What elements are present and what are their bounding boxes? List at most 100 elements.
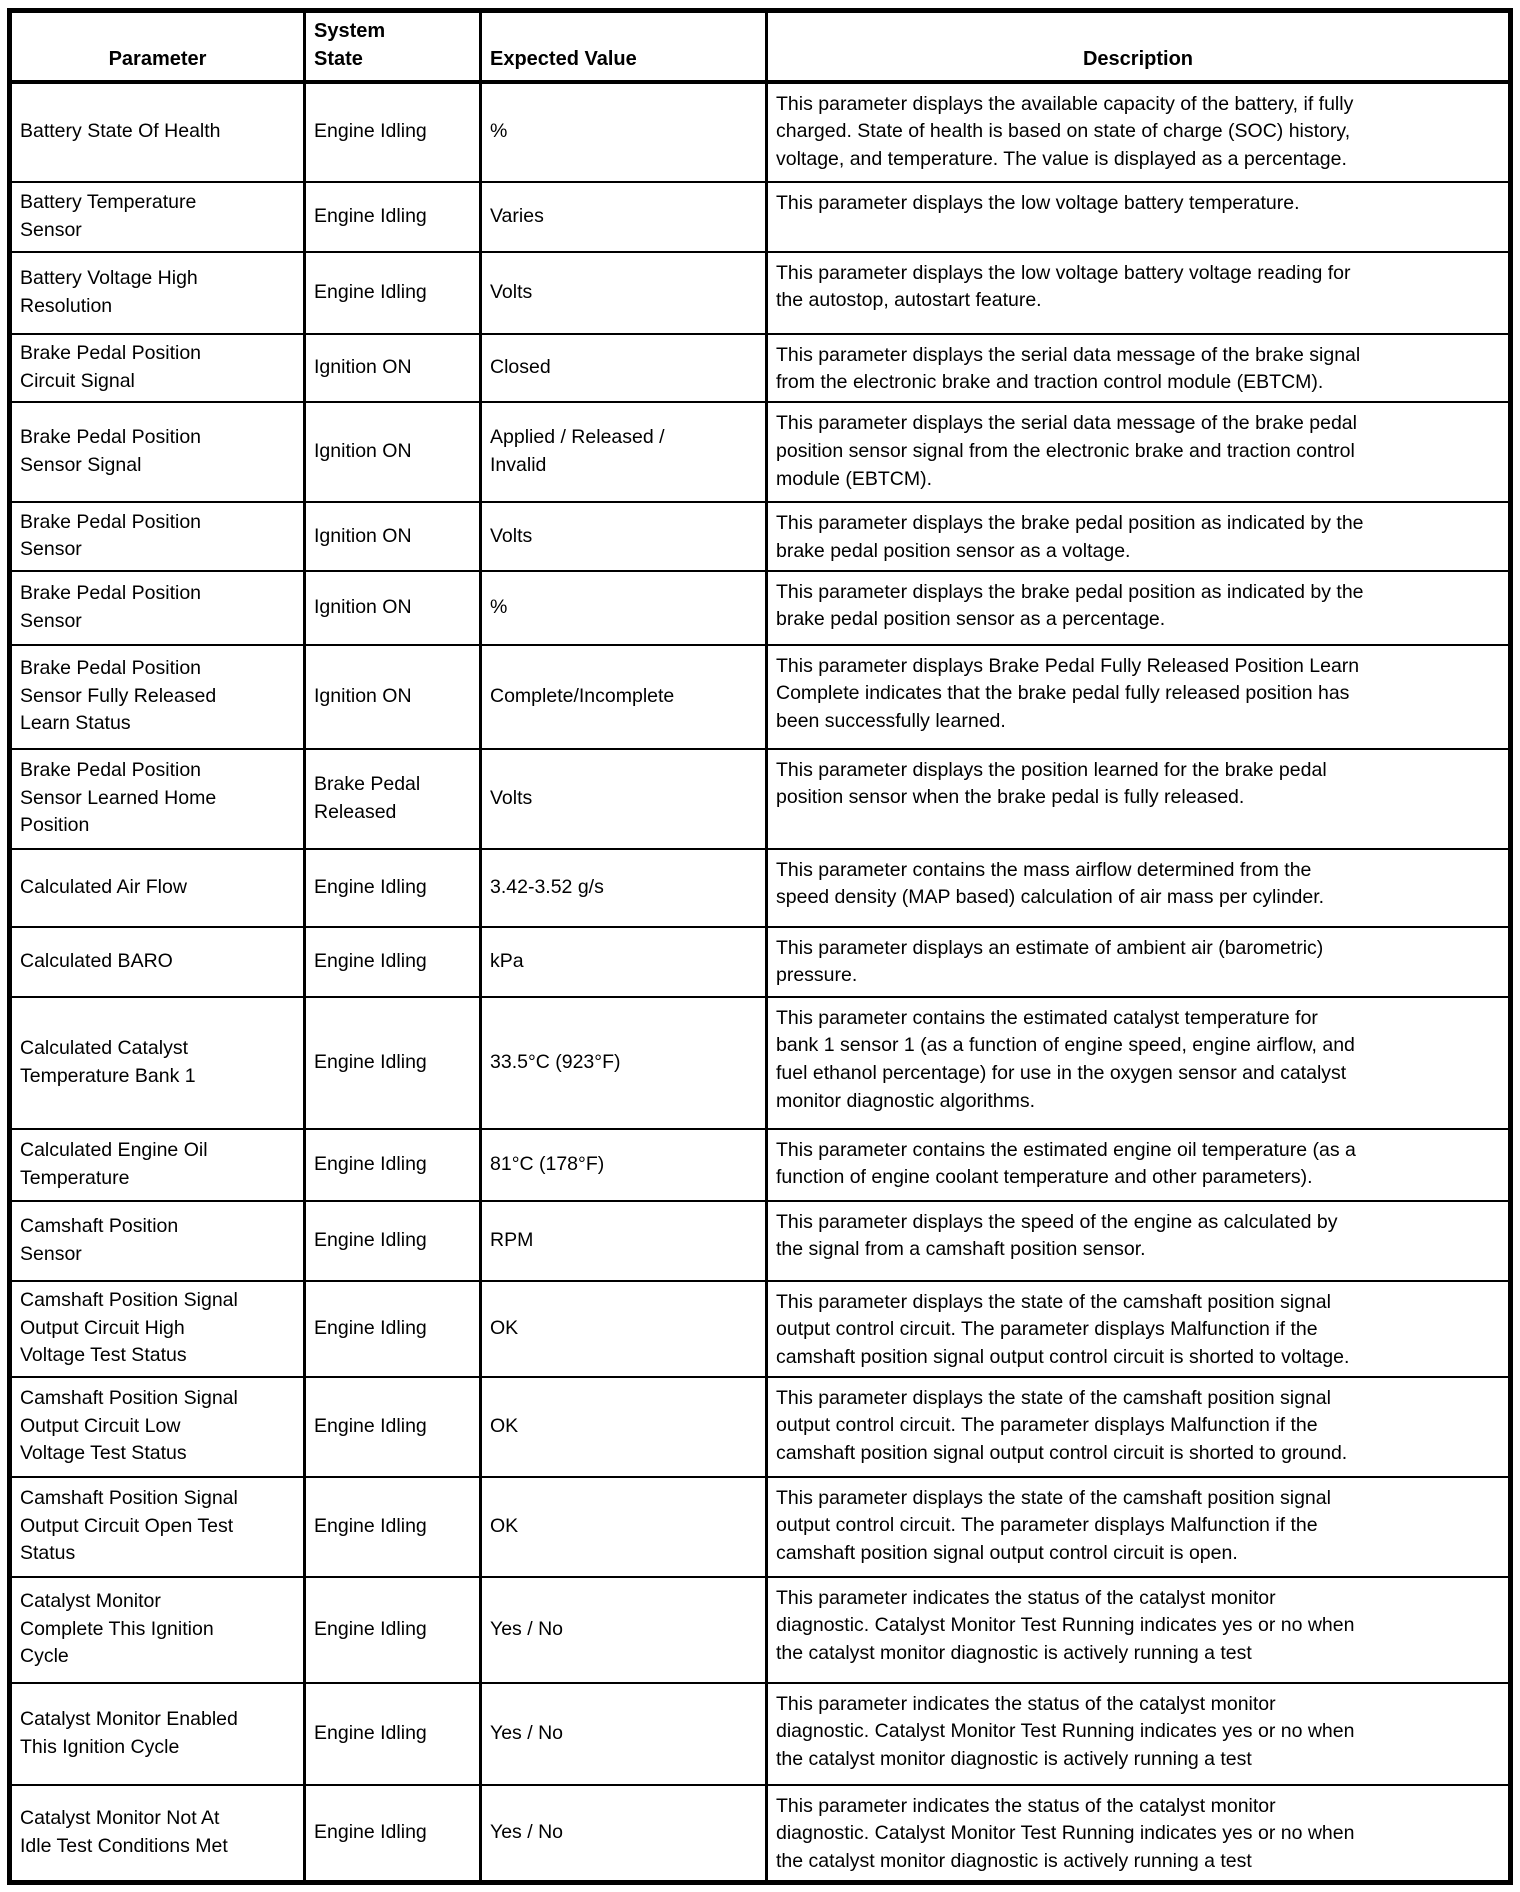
parameter-cell: Catalyst Monitor Complete This Ignition …: [8, 1575, 306, 1684]
parameter-cell: Calculated Catalyst Temperature Bank 1: [8, 995, 306, 1130]
parameter-cell: Camshaft Position Sensor: [8, 1199, 306, 1282]
table-row: Brake Pedal Position Sensor Learned Home…: [8, 747, 1512, 850]
description-cell: This parameter displays the state of the…: [765, 1279, 1512, 1378]
expected-value-cell: Closed: [479, 332, 768, 404]
description-cell: This parameter displays the position lea…: [765, 747, 1512, 850]
table-row: Camshaft Position Signal Output Circuit …: [8, 1375, 1512, 1478]
parameter-cell: Brake Pedal Position Sensor: [8, 501, 306, 572]
description-cell: This parameter contains the estimated ca…: [765, 995, 1512, 1130]
table-row: Brake Pedal Position Sensor Ignition ON …: [8, 501, 1512, 572]
description-cell: This parameter displays the brake pedal …: [765, 569, 1512, 646]
parameter-cell: Calculated BARO: [8, 925, 306, 998]
table-row: Calculated Engine Oil Temperature Engine…: [8, 1127, 1512, 1202]
expected-value-cell: 3.42-3.52 g/s: [479, 847, 768, 928]
description-cell: This parameter displays the low voltage …: [765, 250, 1512, 335]
parameter-cell: Camshaft Position Signal Output Circuit …: [8, 1375, 306, 1478]
description-cell: This parameter indicates the status of t…: [765, 1783, 1512, 1884]
description-cell: This parameter indicates the status of t…: [765, 1575, 1512, 1684]
system-state-cell: Engine Idling: [303, 925, 482, 998]
table-row: Brake Pedal Position Circuit Signal Igni…: [8, 332, 1512, 404]
header-expected-value: Expected Value: [479, 9, 768, 84]
expected-value-cell: %: [479, 80, 768, 183]
expected-value-cell: kPa: [479, 925, 768, 998]
expected-value-cell: Complete/Incomplete: [479, 643, 768, 750]
expected-value-cell: OK: [479, 1279, 768, 1378]
header-description: Description: [765, 9, 1512, 84]
description-cell: This parameter displays the state of the…: [765, 1475, 1512, 1578]
parameter-cell: Battery Temperature Sensor: [8, 180, 306, 253]
table-row: Calculated BARO Engine Idling kPa This p…: [8, 925, 1512, 998]
table-row: Brake Pedal Position Sensor Fully Releas…: [8, 643, 1512, 750]
parameter-cell: Brake Pedal Position Sensor Signal: [8, 401, 306, 504]
system-state-cell: Brake Pedal Released: [303, 747, 482, 850]
table-row: Brake Pedal Position Sensor Ignition ON …: [8, 569, 1512, 646]
table-row: Battery State Of Health Engine Idling % …: [8, 80, 1512, 183]
description-cell: This parameter displays the serial data …: [765, 401, 1512, 504]
expected-value-cell: Yes / No: [479, 1783, 768, 1884]
expected-value-cell: Volts: [479, 501, 768, 572]
parameter-cell: Battery Voltage High Resolution: [8, 250, 306, 335]
description-cell: This parameter displays the available ca…: [765, 80, 1512, 183]
expected-value-cell: RPM: [479, 1199, 768, 1282]
system-state-cell: Engine Idling: [303, 847, 482, 928]
parameter-cell: Battery State Of Health: [8, 80, 306, 183]
system-state-cell: Ignition ON: [303, 501, 482, 572]
table-row: Battery Voltage High Resolution Engine I…: [8, 250, 1512, 335]
description-cell: This parameter displays the speed of the…: [765, 1199, 1512, 1282]
system-state-cell: Engine Idling: [303, 1279, 482, 1378]
expected-value-cell: OK: [479, 1375, 768, 1478]
table-row: Catalyst Monitor Complete This Ignition …: [8, 1575, 1512, 1684]
system-state-cell: Engine Idling: [303, 995, 482, 1130]
table-body: Battery State Of Health Engine Idling % …: [8, 80, 1512, 1884]
expected-value-cell: Volts: [479, 747, 768, 850]
table-row: Calculated Catalyst Temperature Bank 1 E…: [8, 995, 1512, 1130]
expected-value-cell: Applied / Released / Invalid: [479, 401, 768, 504]
parameter-cell: Brake Pedal Position Sensor: [8, 569, 306, 646]
system-state-cell: Engine Idling: [303, 1127, 482, 1202]
parameter-cell: Calculated Engine Oil Temperature: [8, 1127, 306, 1202]
parameter-cell: Camshaft Position Signal Output Circuit …: [8, 1279, 306, 1378]
table-row: Camshaft Position Signal Output Circuit …: [8, 1279, 1512, 1378]
table-row: Catalyst Monitor Not At Idle Test Condit…: [8, 1783, 1512, 1884]
system-state-cell: Engine Idling: [303, 80, 482, 183]
table-row: Camshaft Position Signal Output Circuit …: [8, 1475, 1512, 1578]
system-state-cell: Engine Idling: [303, 1475, 482, 1578]
expected-value-cell: Yes / No: [479, 1681, 768, 1786]
header-system-state: System State: [303, 9, 482, 84]
description-cell: This parameter indicates the status of t…: [765, 1681, 1512, 1786]
description-cell: This parameter displays Brake Pedal Full…: [765, 643, 1512, 750]
system-state-cell: Engine Idling: [303, 1575, 482, 1684]
table-row: Calculated Air Flow Engine Idling 3.42-3…: [8, 847, 1512, 928]
expected-value-cell: OK: [479, 1475, 768, 1578]
header-row: Parameter System State Expected Value De…: [8, 9, 1512, 84]
system-state-cell: Engine Idling: [303, 1681, 482, 1786]
parameter-cell: Brake Pedal Position Sensor Fully Releas…: [8, 643, 306, 750]
system-state-cell: Ignition ON: [303, 401, 482, 504]
table-row: Brake Pedal Position Sensor Signal Ignit…: [8, 401, 1512, 504]
system-state-cell: Engine Idling: [303, 180, 482, 253]
description-cell: This parameter displays an estimate of a…: [765, 925, 1512, 998]
expected-value-cell: Yes / No: [479, 1575, 768, 1684]
description-cell: This parameter contains the estimated en…: [765, 1127, 1512, 1202]
expected-value-cell: 33.5°C (923°F): [479, 995, 768, 1130]
parameter-cell: Brake Pedal Position Sensor Learned Home…: [8, 747, 306, 850]
description-cell: This parameter displays the state of the…: [765, 1375, 1512, 1478]
system-state-cell: Engine Idling: [303, 1783, 482, 1884]
system-state-cell: Ignition ON: [303, 643, 482, 750]
parameter-table: Parameter System State Expected Value De…: [7, 8, 1513, 1886]
description-cell: This parameter displays the low voltage …: [765, 180, 1512, 253]
parameter-cell: Catalyst Monitor Not At Idle Test Condit…: [8, 1783, 306, 1884]
description-cell: This parameter contains the mass airflow…: [765, 847, 1512, 928]
system-state-cell: Engine Idling: [303, 1199, 482, 1282]
system-state-cell: Engine Idling: [303, 250, 482, 335]
expected-value-cell: 81°C (178°F): [479, 1127, 768, 1202]
system-state-cell: Ignition ON: [303, 569, 482, 646]
header-parameter: Parameter: [8, 9, 306, 84]
expected-value-cell: %: [479, 569, 768, 646]
description-cell: This parameter displays the serial data …: [765, 332, 1512, 404]
parameter-cell: Brake Pedal Position Circuit Signal: [8, 332, 306, 404]
system-state-cell: Ignition ON: [303, 332, 482, 404]
system-state-cell: Engine Idling: [303, 1375, 482, 1478]
expected-value-cell: Varies: [479, 180, 768, 253]
